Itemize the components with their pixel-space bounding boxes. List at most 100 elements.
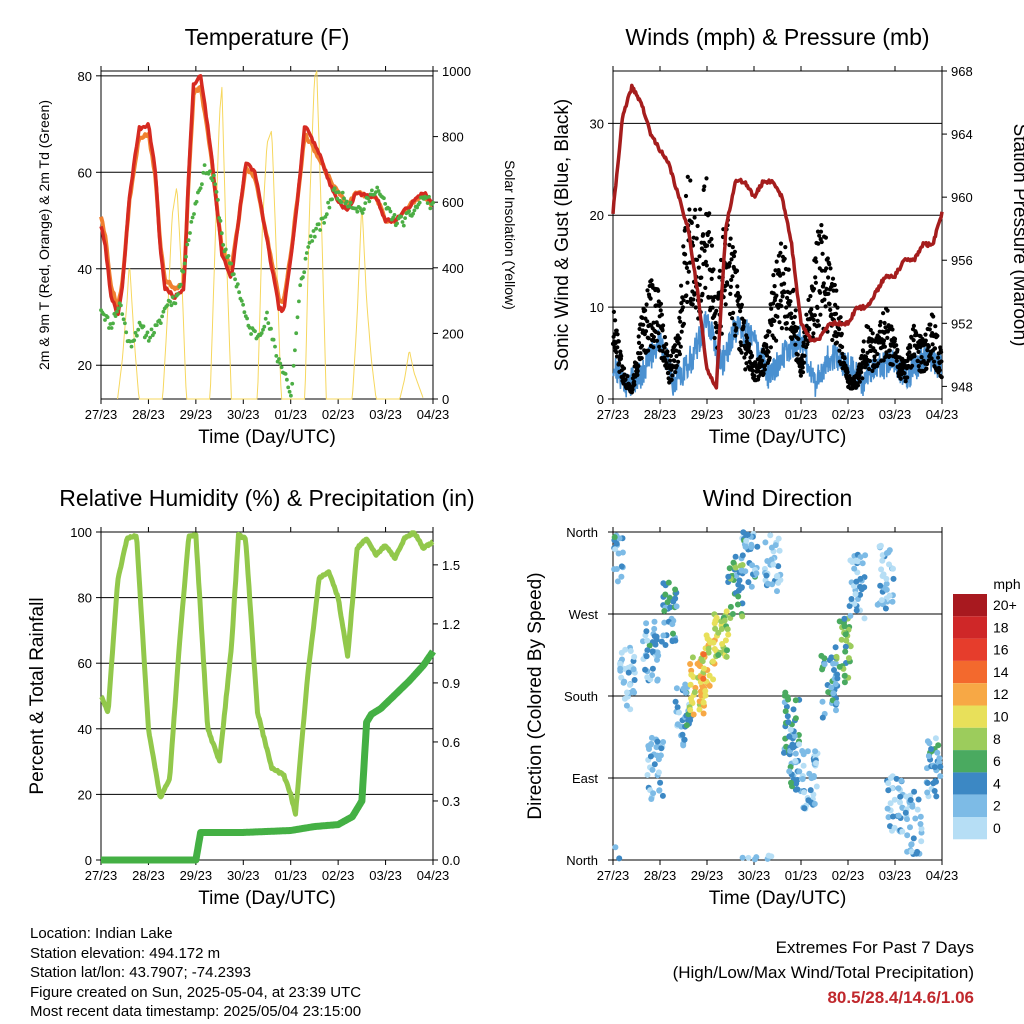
gust-point	[935, 333, 940, 338]
direction-point	[935, 742, 942, 749]
gust-point	[712, 335, 717, 341]
gust-point	[689, 220, 694, 225]
gust-point	[728, 291, 733, 296]
gust-point	[632, 382, 637, 387]
gust-point	[837, 348, 842, 353]
gust-point	[905, 375, 910, 380]
direction-point	[889, 598, 896, 605]
td-point	[103, 318, 107, 322]
td-point	[314, 226, 318, 231]
gust-point	[707, 211, 712, 216]
gust-point	[826, 275, 831, 280]
direction-point	[739, 562, 746, 568]
direction-point	[830, 690, 837, 697]
direction-point	[724, 647, 730, 654]
y-tick-label: 80	[78, 591, 92, 606]
y2-axis-label: Solar Insolation (Yellow)	[502, 160, 518, 310]
td-point	[400, 220, 405, 224]
gust-point	[651, 320, 656, 325]
td-point	[293, 348, 297, 353]
gust-point	[673, 370, 678, 375]
y-tick-label: 40	[78, 262, 92, 277]
direction-point	[651, 761, 658, 768]
direction-point	[614, 578, 621, 585]
gust-point	[696, 265, 701, 270]
direction-point	[794, 786, 801, 793]
legend-label: 4	[993, 775, 1001, 791]
td-point	[181, 269, 186, 274]
direction-point	[721, 617, 728, 624]
gust-point	[791, 287, 796, 292]
gust-point	[927, 327, 932, 332]
gust-point	[729, 277, 734, 282]
gust-point	[828, 266, 833, 271]
gust-point	[881, 311, 886, 316]
gust-point	[835, 305, 840, 310]
gust-point	[654, 338, 660, 343]
direction-point	[791, 732, 798, 739]
y2-tick-label: 1.2	[442, 617, 460, 632]
gust-point	[691, 297, 696, 302]
y-tick-label: East	[572, 771, 598, 786]
direction-point	[702, 688, 709, 694]
x-tick-label: 01/23	[785, 407, 818, 422]
direction-point	[859, 560, 866, 567]
td-point	[273, 344, 277, 349]
direction-point	[687, 681, 694, 688]
gust-point	[834, 340, 840, 345]
td-point	[105, 315, 110, 320]
x-tick-label: 30/23	[227, 407, 260, 422]
extremes-subtitle: (High/Low/Max Wind/Total Precipitation)	[672, 963, 974, 982]
gust-point	[742, 355, 747, 360]
td-point	[235, 282, 240, 286]
panel-winds: Winds (mph) & Pressure (mb) 27/23 28/23 29/…	[552, 24, 1024, 448]
direction-point	[696, 662, 703, 669]
gust-point	[784, 321, 789, 326]
gust-point	[807, 327, 812, 332]
x-tick-label: 04/23	[926, 407, 959, 422]
td-point	[362, 207, 366, 212]
td-point	[375, 185, 380, 190]
gust-point	[916, 364, 921, 369]
direction-point	[662, 591, 669, 598]
gust-point	[778, 298, 783, 303]
td-point	[217, 216, 222, 220]
gust-point	[658, 301, 664, 306]
direction-point	[730, 559, 737, 566]
direction-point	[925, 753, 932, 760]
td-point	[301, 275, 305, 280]
gust-point	[815, 318, 820, 323]
gust-point	[625, 374, 630, 379]
legend-swatch	[953, 660, 987, 684]
direction-point	[774, 588, 780, 595]
x-tick-label: 01/23	[274, 868, 307, 883]
gust-point	[685, 280, 690, 285]
gust-point	[709, 276, 714, 281]
direction-point	[913, 850, 920, 857]
td-point	[229, 261, 234, 266]
gust-point	[870, 331, 875, 336]
gust-point	[727, 261, 732, 266]
x-axis-label: Time (Day/UTC)	[198, 888, 336, 909]
gust-point	[639, 343, 645, 348]
td-point	[170, 295, 175, 299]
gust-point	[613, 318, 618, 323]
direction-point	[853, 607, 860, 614]
gust-point	[885, 335, 890, 340]
direction-point	[819, 714, 826, 721]
direction-point	[885, 814, 892, 821]
direction-point	[687, 661, 694, 667]
td-point	[194, 199, 199, 204]
td-point	[388, 209, 393, 214]
td-point	[392, 213, 397, 217]
y2-tick-label: 956	[951, 253, 973, 268]
gust-point	[681, 298, 686, 303]
gust-point	[772, 318, 777, 323]
td-point	[366, 196, 370, 201]
direction-point	[611, 534, 618, 541]
x-tick-label: 30/23	[738, 407, 771, 422]
direction-point	[842, 648, 849, 655]
direction-point	[789, 741, 796, 748]
direction-point	[931, 764, 938, 771]
direction-point	[710, 676, 717, 683]
